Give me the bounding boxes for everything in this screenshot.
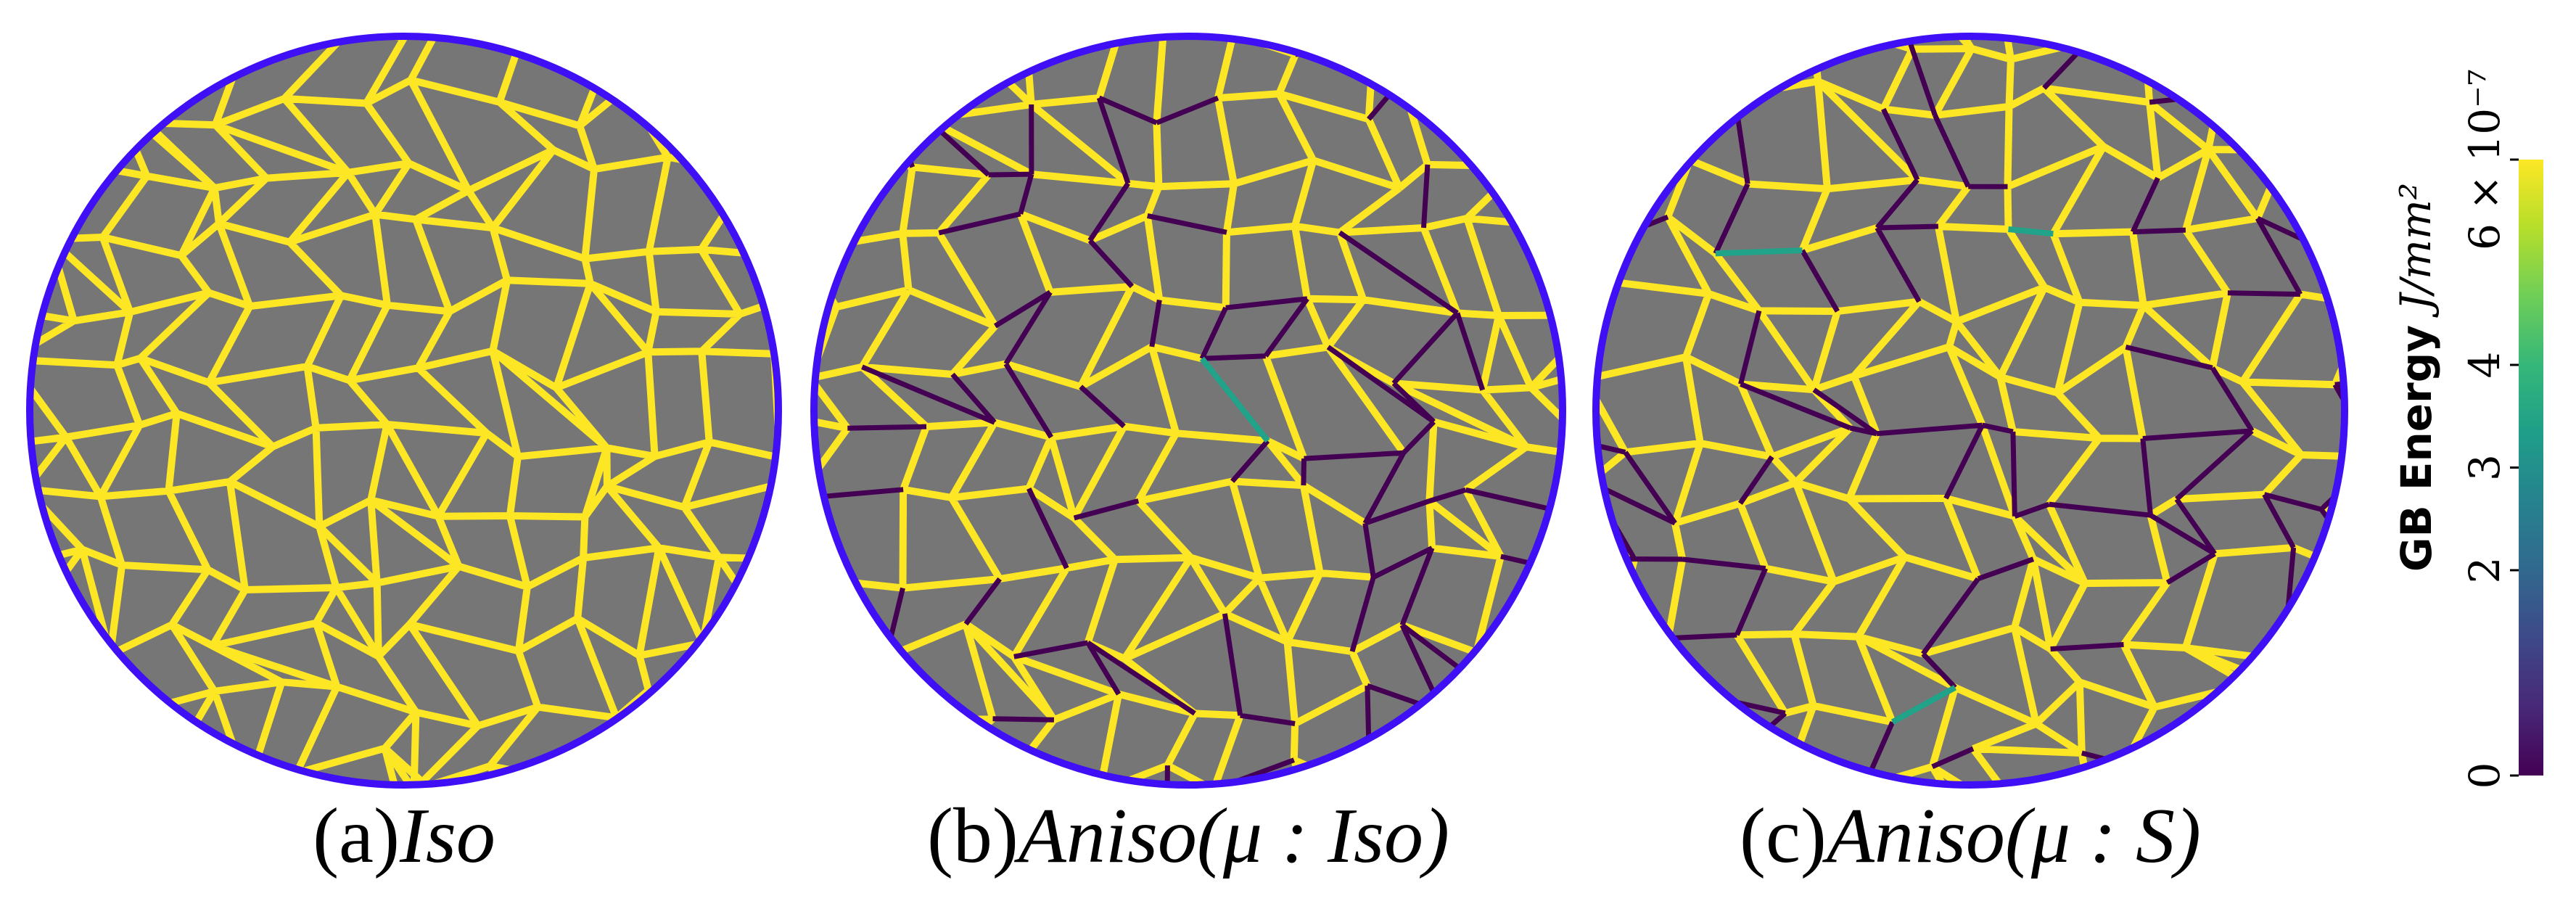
panel-label: (b): [927, 793, 1019, 879]
colorbar-tick-label: 2: [2460, 557, 2509, 584]
panel-caption: (b)Aniso(μ : Iso): [927, 793, 1449, 879]
micrograph: [1596, 36, 2345, 785]
mid-energy-boundaries: [1715, 36, 2345, 725]
domain-outline: [26, 33, 782, 789]
panel-name: Iso: [399, 793, 495, 879]
micrograph: [814, 36, 1563, 785]
colorbar-tick-label: 0: [2460, 762, 2509, 789]
panel-label: (c): [1740, 793, 1827, 879]
colorbar-title: GB Energy J/mm²: [2391, 183, 2441, 572]
grain-background: [814, 36, 1563, 785]
panel-label: (a): [313, 793, 400, 879]
colorbar: [2519, 160, 2543, 776]
colorbar-tick-label: 4: [2460, 352, 2509, 379]
colorbar-tick-label: 6 × 10⁻⁷: [2460, 69, 2509, 250]
micrograph: [30, 36, 778, 785]
colorbar-tick-label: 3: [2460, 454, 2509, 481]
panel-caption: (c)Aniso(μ : S): [1740, 793, 2201, 879]
panel-name: Aniso(μ : S): [1822, 793, 2201, 879]
domain-outline: [810, 33, 1566, 789]
domain-outline: [1592, 33, 2348, 789]
panel-caption: (a)Iso: [313, 793, 495, 879]
colorbar-unit: J/mm²: [2391, 183, 2440, 318]
colorbar-label: GB Energy: [2392, 325, 2441, 572]
panel-name: Aniso(μ : Iso): [1014, 793, 1449, 879]
